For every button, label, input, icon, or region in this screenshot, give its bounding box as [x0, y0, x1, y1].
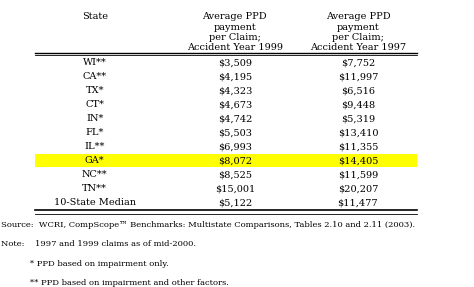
Text: $4,673: $4,673 — [218, 100, 252, 109]
Text: $11,477: $11,477 — [337, 198, 378, 207]
Text: State: State — [82, 12, 108, 21]
Text: $8,525: $8,525 — [218, 170, 252, 179]
Text: TN**: TN** — [82, 184, 107, 193]
Text: IL**: IL** — [84, 142, 105, 151]
Text: $14,405: $14,405 — [338, 156, 378, 165]
Text: $9,448: $9,448 — [341, 100, 375, 109]
FancyBboxPatch shape — [36, 154, 417, 167]
Text: * PPD based on impairment only.: * PPD based on impairment only. — [1, 260, 169, 268]
Text: WI**: WI** — [83, 58, 107, 67]
Text: $7,752: $7,752 — [341, 58, 375, 67]
Text: $4,742: $4,742 — [218, 114, 252, 123]
Text: $6,993: $6,993 — [218, 142, 252, 151]
Text: TX*: TX* — [85, 86, 104, 95]
Text: $5,503: $5,503 — [218, 128, 252, 137]
Text: IN*: IN* — [86, 114, 103, 123]
Text: $15,001: $15,001 — [215, 184, 255, 193]
Text: $11,599: $11,599 — [338, 170, 378, 179]
Text: Source:  WCRI, CompScope™ Benchmarks: Multistate Comparisons, Tables 2.10 and 2.: Source: WCRI, CompScope™ Benchmarks: Mul… — [1, 221, 416, 229]
Text: 10-State Median: 10-State Median — [54, 198, 136, 207]
Text: CA**: CA** — [82, 72, 107, 81]
Text: $13,410: $13,410 — [337, 128, 378, 137]
Text: $6,516: $6,516 — [341, 86, 375, 95]
Text: Note:    1997 and 1999 claims as of mid-2000.: Note: 1997 and 1999 claims as of mid-200… — [1, 241, 196, 248]
Text: Average PPD
payment
per Claim;
Accident Year 1999: Average PPD payment per Claim; Accident … — [187, 12, 283, 52]
Text: GA*: GA* — [85, 156, 105, 165]
Text: CT*: CT* — [85, 100, 104, 109]
Text: $5,319: $5,319 — [341, 114, 375, 123]
Text: Average PPD
payment
per Claim;
Accident Year 1997: Average PPD payment per Claim; Accident … — [310, 12, 406, 52]
Text: $11,355: $11,355 — [338, 142, 378, 151]
Text: $4,195: $4,195 — [218, 72, 252, 81]
Text: $11,997: $11,997 — [338, 72, 378, 81]
Text: $8,072: $8,072 — [218, 156, 252, 165]
Text: FL*: FL* — [86, 128, 104, 137]
Text: NC**: NC** — [82, 170, 108, 179]
Text: $4,323: $4,323 — [218, 86, 252, 95]
Text: $20,207: $20,207 — [338, 184, 378, 193]
Text: $3,509: $3,509 — [218, 58, 252, 67]
Text: ** PPD based on impairment and other factors.: ** PPD based on impairment and other fac… — [1, 279, 229, 287]
Text: $5,122: $5,122 — [218, 198, 252, 207]
